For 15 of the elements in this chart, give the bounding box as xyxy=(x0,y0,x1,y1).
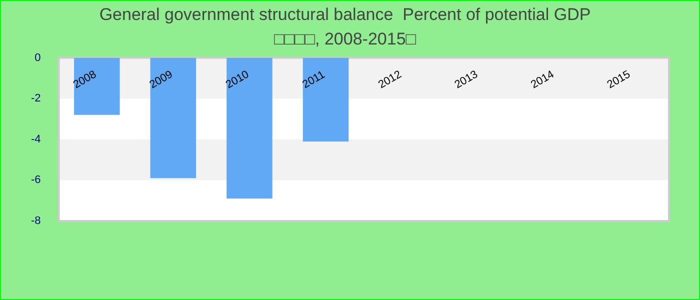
y-tick-label: -6 xyxy=(31,174,41,186)
x-tick-label: 2011 xyxy=(300,68,328,91)
y-tick-label: -4 xyxy=(31,133,41,146)
x-tick-label: 2015 xyxy=(605,68,632,92)
y-tick-label: -2 xyxy=(31,92,41,105)
x-tick-label: 2008 xyxy=(71,68,99,92)
x-tick-label: 2010 xyxy=(224,68,252,92)
y-tick-label: 0 xyxy=(34,52,41,64)
x-tick-label: 2013 xyxy=(452,68,480,92)
chart-title: General government structural balance Percent of potential GDP xyxy=(99,4,591,24)
y-tick-label: -8 xyxy=(31,215,41,228)
chart-subtitle: □□□□, 2008-2015□ xyxy=(274,29,417,48)
x-tick-label: 2012 xyxy=(376,68,404,92)
x-tick-label: 2009 xyxy=(148,68,175,92)
x-tick-label: 2014 xyxy=(528,68,556,92)
